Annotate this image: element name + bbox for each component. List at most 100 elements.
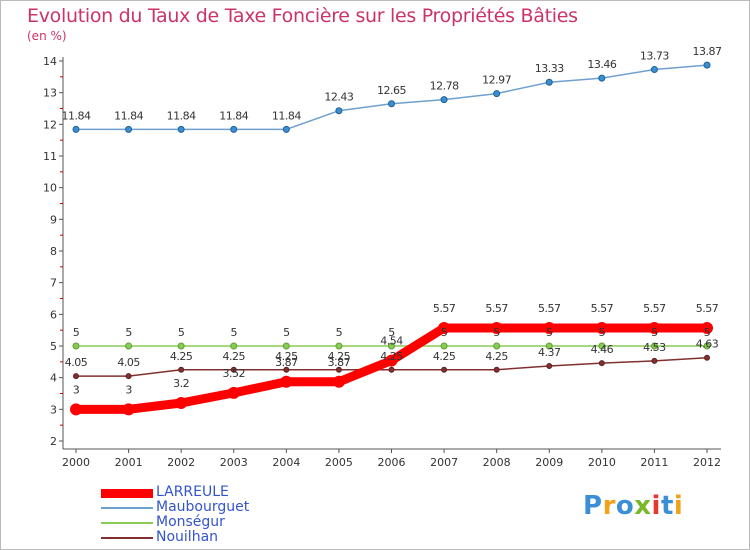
x-tick-label: 2000 [62,456,90,469]
data-label-nouilhan: 4.37 [538,346,561,359]
data-label-maubourguet: 13.73 [640,50,669,63]
legend-swatch [101,537,153,539]
data-point-maubourguet [282,125,290,133]
x-tick-label: 2005 [325,456,353,469]
y-tick-label: 12 [43,118,57,131]
data-point-maubourguet [493,90,501,98]
data-point-monségur [177,342,185,350]
data-point-nouilhan [441,366,448,373]
data-label-maubourguet: 11.84 [62,109,91,122]
data-label-larreule: 5.57 [433,302,456,315]
x-tick-label: 2008 [483,456,511,469]
data-label-larreule: 5.57 [591,302,614,315]
y-tick-label: 2 [50,435,57,448]
data-point-monségur [388,342,395,350]
data-label-monségur: 5 [388,326,395,339]
data-label-monségur: 5 [546,326,553,339]
y-tick-label: 8 [50,245,57,258]
data-label-maubourguet: 11.84 [272,109,301,122]
data-point-nouilhan [73,373,79,380]
data-label-larreule: 4.54 [380,335,403,348]
data-point-nouilhan [598,360,605,367]
data-point-nouilhan [125,373,132,380]
data-point-maubourguet [440,96,448,104]
y-tick-label: 14 [43,55,57,68]
x-tick-label: 2002 [167,456,195,469]
data-label-maubourguet: 11.84 [219,109,248,122]
data-point-nouilhan [388,366,395,373]
chart-data-labels: 11.84 11.84 11.84 11.84 11.84 12.43 12.65 12.78… [62,45,723,396]
data-label-nouilhan: 4.53 [643,341,666,354]
data-point-larreule [332,375,345,388]
data-label-larreule: 3 [73,383,80,396]
data-label-nouilhan: 4.05 [65,356,88,369]
logo-letter: r [602,491,616,521]
data-point-larreule [385,354,398,367]
logo-letter: t [660,491,674,521]
data-label-larreule: 3.52 [223,367,246,380]
data-label-nouilhan: 4.25 [328,350,351,363]
data-label-larreule: 3.87 [328,356,351,369]
logo-letter: x [634,491,652,521]
data-point-larreule [438,321,451,334]
legend-label: Maubourguet [156,499,250,515]
x-tick-label: 2006 [378,456,406,469]
data-point-larreule [122,403,135,416]
data-label-monségur: 5 [178,326,185,339]
data-label-nouilhan: 4.25 [380,350,403,363]
data-label-maubourguet: 12.65 [377,84,406,97]
data-label-maubourguet: 11.84 [167,109,196,122]
chart-series-layer [70,61,713,416]
data-label-larreule: 5.57 [643,302,666,315]
data-point-nouilhan [335,366,342,373]
data-point-maubourguet [545,78,553,86]
data-point-nouilhan [546,362,553,369]
data-point-maubourguet [335,107,343,115]
y-tick-label: 9 [50,213,57,226]
data-point-nouilhan [651,357,658,364]
data-label-nouilhan: 4.25 [170,350,193,363]
data-point-monségur [493,342,501,350]
proxiti-logo: Proxiti [583,491,683,521]
data-point-monségur [545,342,553,350]
data-point-monségur [230,342,238,350]
x-tick-label: 2003 [220,456,248,469]
data-point-monségur [125,342,133,350]
x-tick-label: 2004 [272,456,300,469]
y-tick-label: 4 [50,372,57,385]
chart-title: Evolution du Taux de Taxe Foncière sur l… [27,5,578,27]
logo-letter: P [583,491,603,521]
data-point-maubourguet [72,125,80,133]
y-tick-label: 7 [50,277,57,290]
data-point-nouilhan [704,354,710,361]
chart-axes: 2 3 4 5 6 7 8 9 10 11 12 13 14 2000 2001 2002 2003 2004 20… [43,55,721,469]
legend-label: LARREULE [156,484,229,500]
data-label-nouilhan: 4.25 [223,350,246,363]
data-label-monségur: 5 [125,326,132,339]
data-label-larreule: 3.87 [275,356,298,369]
data-label-larreule: 5.57 [696,302,719,315]
data-point-nouilhan [178,366,185,373]
data-point-monségur [335,342,343,350]
data-point-larreule [648,321,661,334]
data-point-maubourguet [388,100,395,108]
data-point-monségur [440,342,448,350]
data-label-monségur: 5 [73,326,80,339]
data-label-larreule: 5.57 [485,302,508,315]
data-label-maubourguet: 13.33 [535,62,564,75]
data-label-larreule: 5.57 [538,302,561,315]
logo-letter: o [615,491,635,521]
data-point-maubourguet [177,125,185,133]
data-point-monségur [703,342,711,350]
data-point-nouilhan [230,366,237,373]
data-label-monségur: 5 [441,326,448,339]
data-label-maubourguet: 12.78 [430,80,459,93]
data-label-monségur: 5 [599,326,606,339]
y-tick-label: 3 [50,403,57,416]
data-point-larreule [595,321,608,334]
data-label-nouilhan: 4.25 [275,350,298,363]
data-label-larreule: 3 [125,383,132,396]
data-point-larreule [280,375,293,388]
legend-swatch [101,507,153,509]
